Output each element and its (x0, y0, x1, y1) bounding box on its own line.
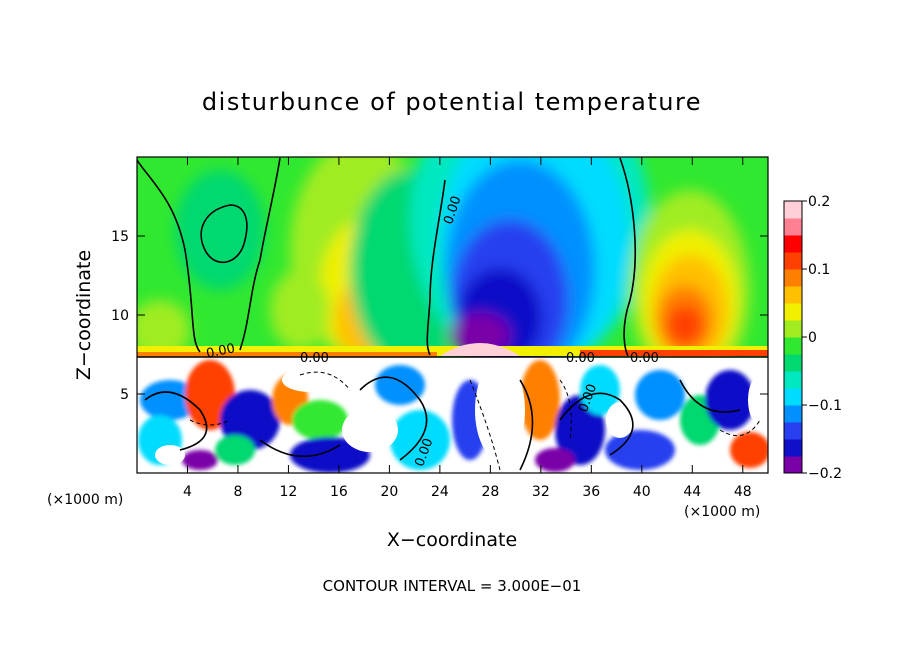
colorbar-segment (784, 371, 802, 389)
colorbar-segment (784, 218, 802, 236)
y-tick-label: 15 (111, 229, 129, 245)
colorbar-tick-label: 0.2 (808, 194, 830, 210)
colorbar-segment (784, 422, 802, 440)
x-tick-label: 36 (582, 484, 600, 500)
x-axis-title: X−coordinate (387, 529, 517, 551)
x-tick-label: 12 (280, 484, 298, 500)
colorbar-segment (784, 405, 802, 423)
y-tick-label: 5 (120, 387, 129, 403)
colorbar-tick-label: 0 (808, 330, 817, 346)
contour-interval-note: CONTOUR INTERVAL = 3.000E−01 (323, 577, 582, 595)
colorbar-segment (784, 269, 802, 287)
colorbar-segment (784, 320, 802, 338)
x-tick-label: 40 (633, 484, 651, 500)
x-tick-label: 48 (734, 484, 752, 500)
contour-label: 0.00 (630, 351, 659, 366)
colorbar-segment (784, 388, 802, 406)
x-tick-label: 28 (481, 484, 499, 500)
colorbar-tick-label: −0.1 (808, 398, 842, 414)
colorbar-segment (784, 235, 802, 253)
colorbar-ticks: 0.2 0.1 0 −0.1 −0.2 (802, 194, 842, 482)
colorbar-segment (784, 252, 802, 270)
x-tick-label: 32 (532, 484, 550, 500)
y-axis: 5 10 15 (111, 229, 768, 403)
x-tick-label: 8 (233, 484, 242, 500)
colorbar (783, 200, 803, 474)
x-tick-label: 20 (380, 484, 398, 500)
y-axis-title: Z−coordinate (73, 250, 95, 380)
colorbar-segment (784, 354, 802, 372)
colorbar-segment (784, 201, 802, 219)
contour-label: 0.00 (300, 351, 329, 366)
contour-label: 0.00 (205, 341, 236, 362)
y-tick-label: 10 (111, 308, 129, 324)
x-tick-label: 44 (683, 484, 701, 500)
contour-label: 0.00 (566, 351, 595, 366)
x-tick-label: 4 (183, 484, 192, 500)
colorbar-segment (784, 286, 802, 304)
colorbar-segment (784, 337, 802, 355)
x-tick-label: 16 (330, 484, 348, 500)
x-unit-label-right: (×1000 m) (684, 504, 760, 520)
heatmap-field (137, 157, 768, 473)
colorbar-tick-label: 0.1 (808, 262, 830, 278)
colorbar-segment (784, 303, 802, 321)
colorbar-segment (784, 456, 802, 474)
x-axis: 4 8 12 16 20 24 28 32 36 40 44 48 (183, 157, 752, 500)
x-unit-label-left: (×1000 m) (47, 492, 123, 508)
colorbar-tick-label: −0.2 (808, 466, 842, 482)
chart-title: disturbunce of potential temperature (202, 88, 702, 116)
x-tick-label: 24 (431, 484, 449, 500)
colorbar-segment (784, 439, 802, 457)
